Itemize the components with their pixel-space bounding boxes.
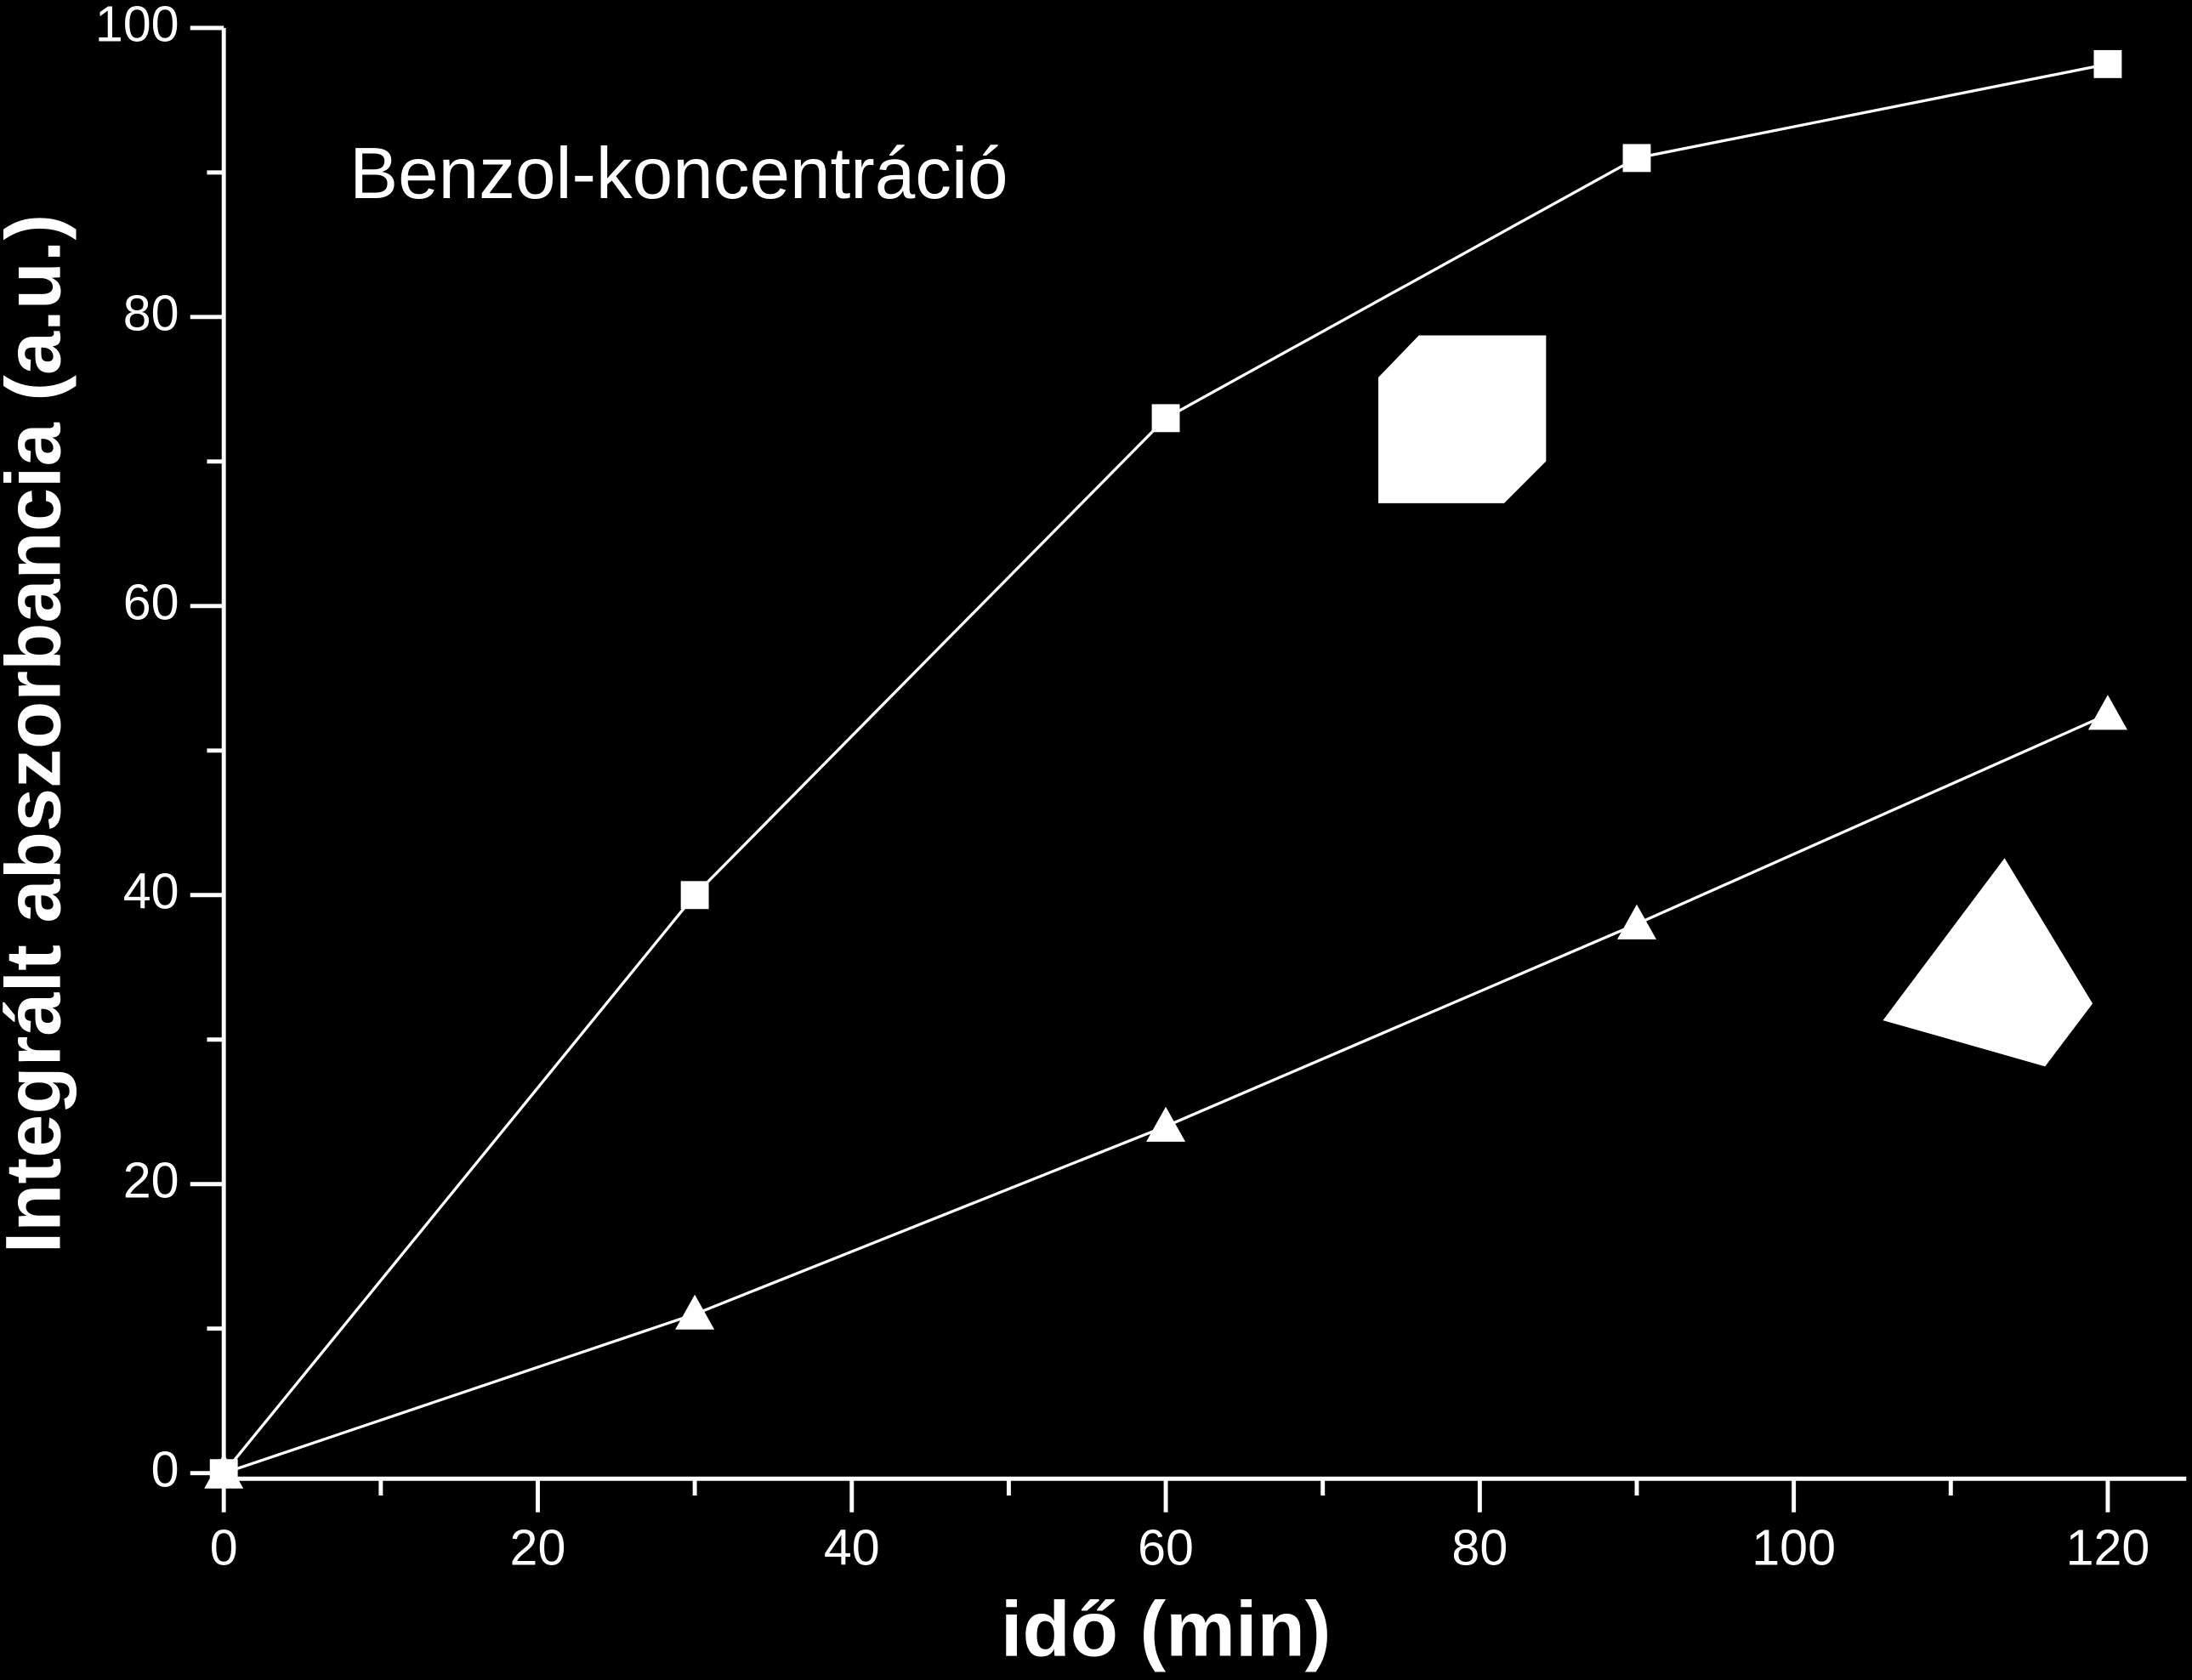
x-tick-label: 80 — [1451, 1518, 1508, 1575]
y-tick-label: 0 — [151, 1440, 179, 1497]
y-tick-label: 80 — [123, 284, 179, 341]
square-marker — [680, 881, 709, 910]
hexagon-icon — [1378, 335, 1547, 503]
y-tick-label: 60 — [123, 573, 179, 630]
triangle-marker — [1616, 904, 1657, 939]
square-marker — [2093, 49, 2122, 78]
x-axis-title: idő (min) — [1001, 1586, 1332, 1673]
y-axis-title: Integrált abszorbancia (a.u.) — [0, 214, 77, 1253]
x-tick-label: 20 — [510, 1518, 566, 1575]
y-tick-label: 20 — [123, 1151, 179, 1208]
square-marker — [1151, 404, 1180, 433]
triangle-marker — [2087, 695, 2127, 730]
x-tick-label: 60 — [1138, 1518, 1194, 1575]
y-tick-label: 40 — [123, 862, 179, 919]
x-tick-label: 0 — [210, 1518, 238, 1575]
x-tick-label: 40 — [824, 1518, 880, 1575]
x-tick-label: 120 — [2066, 1518, 2150, 1575]
annotation: Benzol-koncentráció — [349, 133, 1008, 214]
square-marker — [1622, 144, 1651, 173]
triangle-marker — [675, 1294, 715, 1330]
y-tick-label: 100 — [95, 0, 179, 53]
triangle-marker — [204, 1453, 244, 1489]
triangle-marker — [1146, 1106, 1186, 1142]
tetrahedron-icon — [1883, 858, 2093, 1067]
x-tick-label: 100 — [1752, 1518, 1836, 1575]
